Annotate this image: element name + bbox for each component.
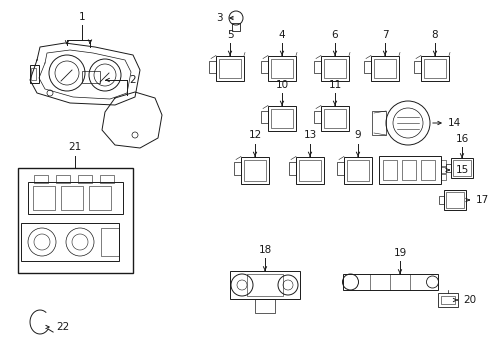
Text: 10: 10 [275,80,288,90]
Bar [420,55,448,81]
Bar [440,174,445,180]
Bar [88,186,110,210]
Bar [313,111,320,123]
Text: 22: 22 [56,322,69,332]
Bar [99,175,113,183]
Bar [373,58,395,77]
Bar [30,65,39,83]
Bar [382,160,396,180]
Bar [423,58,445,77]
Bar [241,157,268,184]
Bar [420,160,434,180]
Bar [336,162,343,175]
Bar [244,159,265,180]
Bar [370,55,398,81]
Bar [445,192,463,208]
Bar [246,274,283,296]
Bar [320,105,348,130]
Bar [77,175,91,183]
Bar [18,167,132,273]
Bar [438,196,443,204]
Text: 17: 17 [475,195,488,205]
Bar [34,175,47,183]
Text: 9: 9 [354,130,361,140]
Text: 12: 12 [248,130,261,140]
Bar [261,61,267,73]
Text: 1: 1 [79,12,85,22]
Bar [443,190,465,210]
Text: 19: 19 [392,248,406,258]
Bar [254,299,274,313]
Bar [61,186,82,210]
Bar [413,61,420,73]
Bar [295,157,324,184]
Bar [401,160,415,180]
Bar [445,164,450,172]
Text: 13: 13 [303,130,316,140]
Text: 8: 8 [431,30,437,40]
Text: 15: 15 [455,165,468,175]
Text: 11: 11 [328,80,341,90]
Bar [452,160,470,176]
Bar [82,71,100,83]
Bar [267,55,295,81]
Bar [378,156,440,184]
Text: 6: 6 [331,30,338,40]
Bar [342,274,437,290]
Text: 5: 5 [226,30,233,40]
Bar [27,182,122,214]
Text: 3: 3 [216,13,223,23]
Bar [32,186,54,210]
Text: 4: 4 [278,30,285,40]
Bar [313,61,320,73]
Bar [216,55,244,81]
Bar [31,68,36,80]
Bar [229,271,299,299]
Bar [55,175,69,183]
Text: 7: 7 [381,30,387,40]
Bar [346,159,368,180]
Bar [270,58,292,77]
Bar [288,162,295,175]
Bar [261,111,267,123]
Bar [267,105,295,130]
Bar [324,108,346,127]
Bar [21,223,119,261]
Text: 14: 14 [447,118,460,128]
Bar [440,296,453,304]
Bar [101,228,119,256]
Bar [343,157,371,184]
Text: 2: 2 [129,75,135,85]
Bar [298,159,320,180]
Bar [270,108,292,127]
Bar [219,58,241,77]
Bar [320,55,348,81]
Bar [208,61,216,73]
Bar [440,160,445,166]
Text: 18: 18 [258,245,271,255]
Bar [324,58,346,77]
Text: 21: 21 [68,143,81,153]
Bar [363,61,370,73]
Text: 20: 20 [463,295,476,305]
Bar [231,23,240,31]
Bar [234,162,241,175]
Bar [450,158,472,178]
Bar [437,293,457,307]
Text: 16: 16 [454,134,468,144]
Bar [440,167,445,173]
Bar [371,111,385,135]
